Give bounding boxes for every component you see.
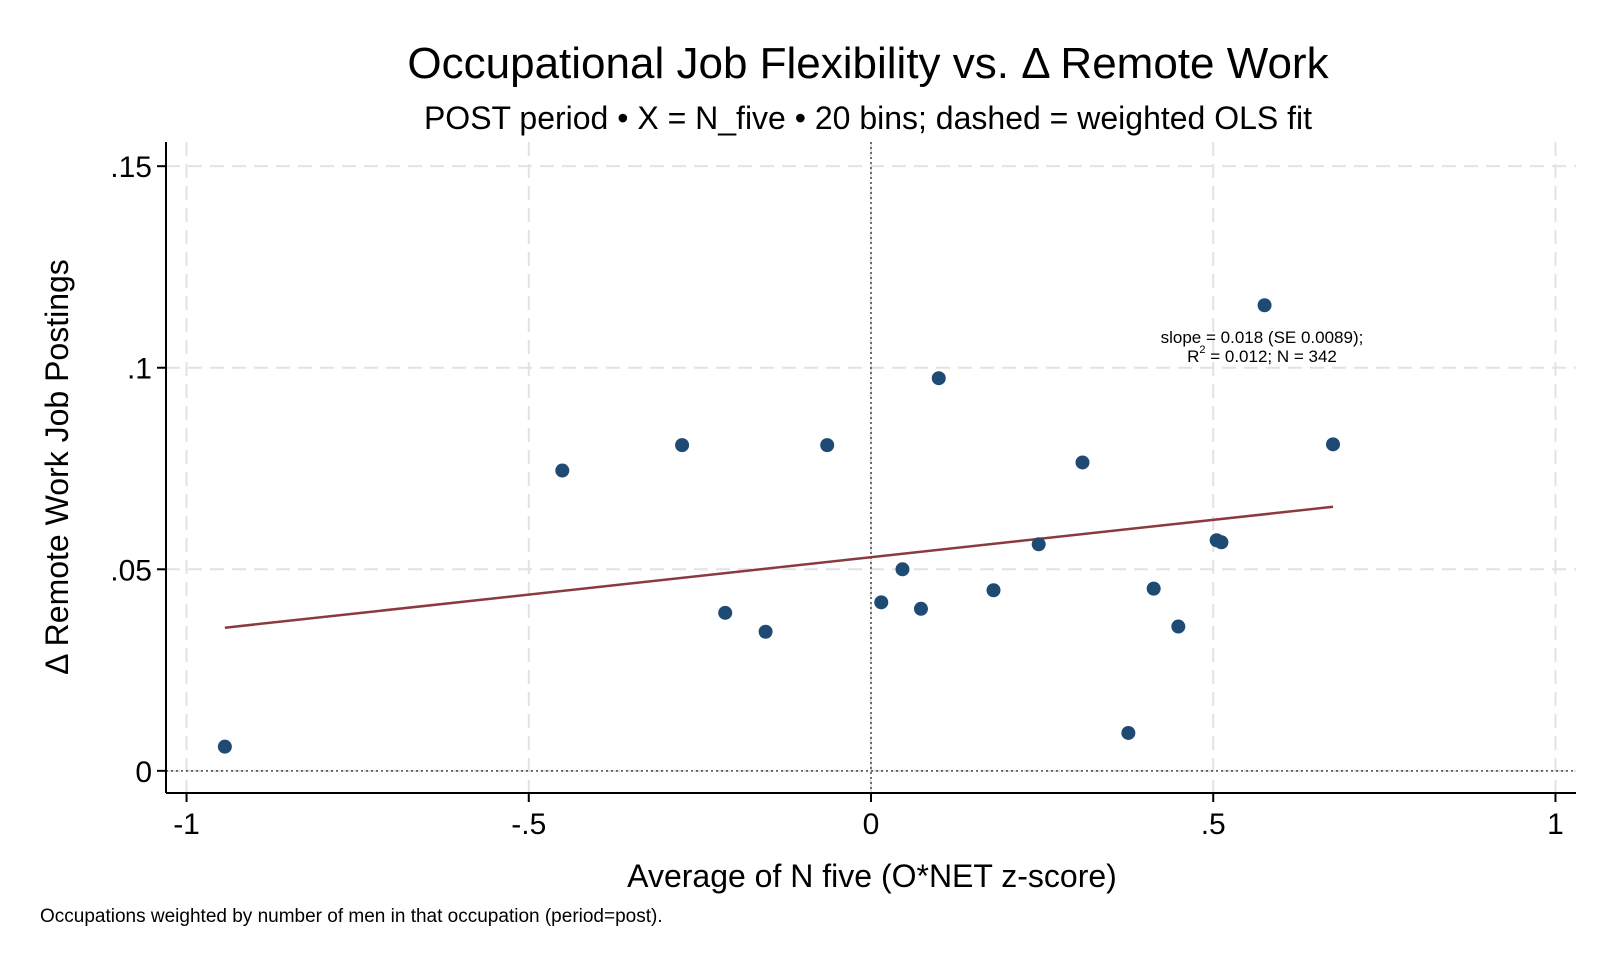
y-tick-label: 0 xyxy=(135,756,152,789)
y-tick-label: .15 xyxy=(110,151,152,184)
fit-line xyxy=(224,505,1334,629)
data-point xyxy=(1075,455,1090,470)
chart-note: Occupations weighted by number of men in… xyxy=(40,906,663,927)
chart-subtitle: POST period • X = N_five • 20 bins; dash… xyxy=(424,100,1312,136)
data-point xyxy=(1121,725,1136,740)
fit-annotation-r: R xyxy=(1187,347,1199,366)
x-tick-label: 1 xyxy=(1547,808,1564,841)
y-tick-label: .1 xyxy=(127,353,152,386)
data-point xyxy=(1214,535,1229,550)
x-axis-label: Average of N five (O*NET z-score) xyxy=(627,858,1117,894)
y-axis-label: Δ Remote Work Job Postings xyxy=(39,259,75,675)
data-point xyxy=(1326,437,1341,452)
data-point xyxy=(895,562,910,577)
x-axis-ticks: -1 -.5 0 .5 1 xyxy=(173,793,1564,841)
y-tick-label: .05 xyxy=(110,554,152,587)
x-tick-label: 0 xyxy=(863,808,880,841)
data-point xyxy=(1031,537,1046,552)
data-point xyxy=(217,739,232,754)
fit-annotation-line2: R2 = 0.012; N = 342 xyxy=(1187,344,1337,366)
x-tick-label: -1 xyxy=(173,808,200,841)
data-point xyxy=(931,371,946,386)
data-point xyxy=(758,624,773,639)
data-point xyxy=(986,583,1001,598)
x-tick-label: .5 xyxy=(1201,808,1226,841)
chart-title: Occupational Job Flexibility vs. Δ Remot… xyxy=(407,39,1329,88)
fit-annotation-stats: = 0.012; N = 342 xyxy=(1206,347,1337,366)
data-point xyxy=(675,438,690,453)
scatter-points xyxy=(217,298,1341,754)
fit-annotation-line1: slope = 0.018 (SE 0.0089); xyxy=(1161,328,1364,347)
y-axis-ticks: 0 .05 .1 .15 xyxy=(110,151,166,789)
data-point xyxy=(913,601,928,616)
reference-lines xyxy=(166,142,1576,793)
data-point xyxy=(555,463,570,478)
x-tick-label: -.5 xyxy=(511,808,546,841)
data-point xyxy=(718,605,733,620)
data-point xyxy=(874,595,889,610)
fit-annotation-sup: 2 xyxy=(1199,344,1205,356)
data-point xyxy=(820,438,835,453)
data-point xyxy=(1146,581,1161,596)
data-point xyxy=(1171,619,1186,634)
fit-line-group xyxy=(224,505,1334,629)
data-point xyxy=(1257,298,1272,313)
